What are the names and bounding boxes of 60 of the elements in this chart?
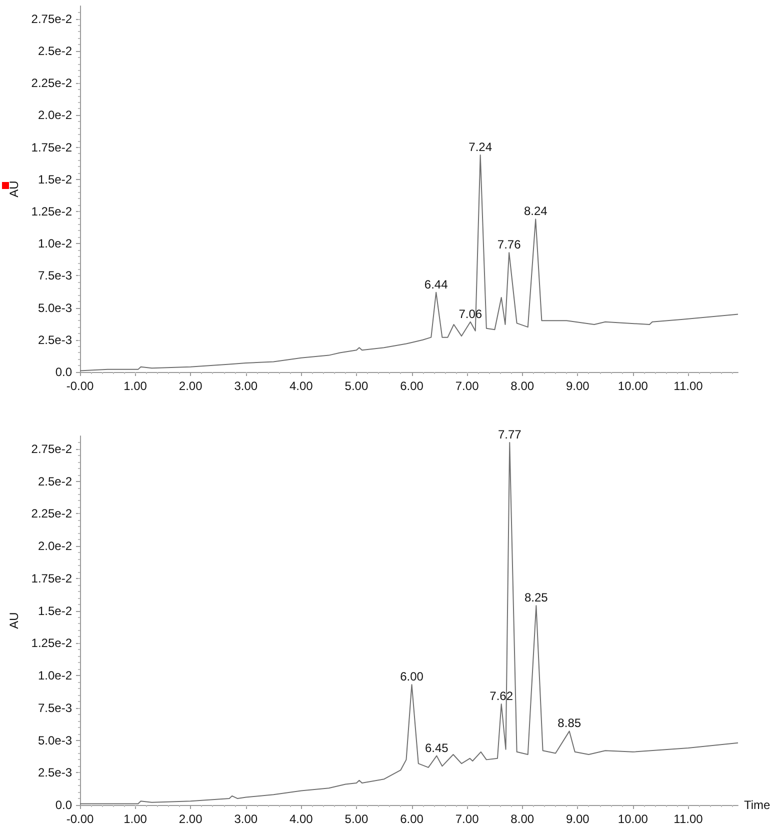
annotation: 8.25	[524, 590, 548, 605]
x-tick-label: 6.00	[400, 379, 424, 393]
annotation: 7.76	[497, 238, 522, 252]
x-tick-label: 5.00	[344, 812, 368, 826]
y-tick-label: 0.0	[55, 365, 72, 379]
y-tick-label: 2.75e-2	[31, 12, 72, 26]
annotation: 6.00	[400, 670, 424, 684]
x-tick-label: 3.00	[234, 379, 258, 393]
y-tick-label: 2.5e-3	[38, 332, 72, 347]
y-tick-label: 7.5e-3	[38, 268, 72, 283]
y-tick-label: 2.75e-2	[31, 442, 72, 456]
y-tick-label: 1.5e-2	[38, 604, 72, 618]
annotation: 6.45	[424, 740, 449, 755]
x-tick-label: 11.00	[674, 379, 704, 393]
y-tick-label: 1.25e-2	[31, 204, 72, 218]
x-tick-label: 8.00	[510, 812, 534, 826]
annotation: 8.85	[558, 716, 582, 730]
y-tick-label: 1.5e-2	[38, 172, 72, 186]
y-axis-title: AU	[7, 180, 21, 198]
x-tick-label: 9.00	[566, 812, 590, 826]
x-tick-label: 7.00	[455, 379, 480, 393]
y-tick-label: 5.0e-3	[38, 300, 72, 315]
x-tick-label: 7.00	[455, 812, 480, 826]
x-tick-label: -0.00	[66, 379, 94, 393]
y-tick-label: 1.0e-2	[38, 236, 72, 251]
y-tick-label: 2.5e-3	[38, 766, 72, 780]
x-tick-label: 1.00	[124, 812, 148, 826]
x-tick-label: 2.00	[178, 812, 203, 826]
x-tick-label: 2.00	[178, 379, 203, 393]
y-tick-label: 2.25e-2	[31, 76, 72, 90]
y-tick-label: 2.25e-2	[31, 506, 72, 521]
x-tick-label: 4.00	[289, 379, 314, 393]
x-tick-label: 10.00	[618, 379, 648, 393]
y-tick-label: 2.5e-2	[38, 474, 72, 488]
annotation: 7.77	[498, 427, 522, 442]
annotation: 6.44	[424, 277, 448, 292]
x-tick-label: 11.00	[674, 812, 704, 826]
y-tick-label: 2.0e-2	[38, 539, 72, 554]
x-tick-label: 1.00	[124, 379, 148, 393]
x-tick-label: 8.00	[510, 379, 534, 393]
y-tick-label: 7.5e-3	[38, 700, 72, 715]
x-tick-label: 6.00	[400, 812, 424, 826]
y-tick-label: 1.75e-2	[31, 571, 72, 586]
y-tick-label: 2.0e-2	[38, 108, 72, 122]
y-tick-label: 1.0e-2	[38, 668, 72, 683]
y-tick-label: 1.25e-2	[31, 636, 72, 650]
x-axis-title: Time	[744, 798, 771, 812]
y-tick-label: 5.0e-3	[38, 733, 72, 748]
x-tick-label: 4.00	[289, 812, 314, 826]
x-tick-label: 10.00	[618, 812, 648, 826]
annotation: 7.24	[468, 140, 492, 154]
x-tick-label: 5.00	[344, 379, 368, 393]
y-tick-label: 0.0	[55, 798, 72, 812]
y-tick-label: 1.75e-2	[31, 140, 72, 154]
x-tick-label: -0.00	[66, 812, 94, 826]
y-tick-label: 2.5e-2	[38, 44, 72, 58]
x-tick-label: 9.00	[566, 379, 590, 393]
y-axis-title: AU	[7, 612, 21, 629]
annotation: 8.24	[524, 204, 548, 218]
x-tick-label: 3.00	[234, 812, 258, 826]
